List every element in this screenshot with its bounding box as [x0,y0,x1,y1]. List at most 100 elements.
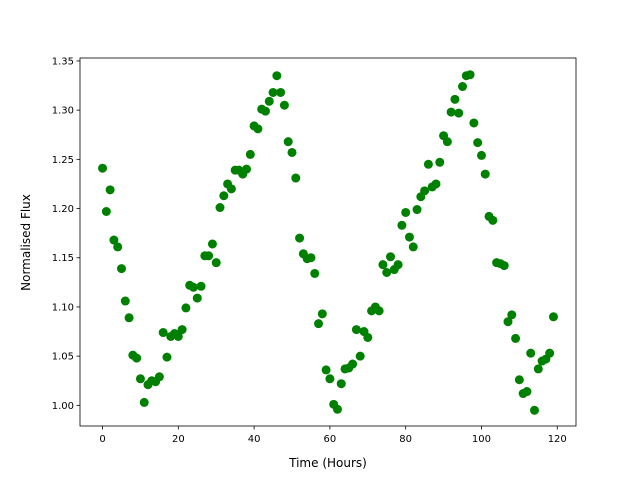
point [276,87,286,97]
point [397,220,407,230]
point [325,374,335,384]
point [351,325,361,335]
point [283,137,293,147]
y-tick-label: 1.25 [52,155,74,166]
point [499,261,509,271]
point [245,149,255,159]
point [253,124,263,134]
x-tick-label: 100 [472,434,491,445]
point [511,333,521,343]
point [120,296,130,306]
y-tick-label: 1.15 [52,253,74,264]
x-tick-label: 20 [172,434,185,445]
point [310,268,320,278]
point [386,252,396,262]
x-tick-label: 120 [548,434,567,445]
point [287,147,297,157]
point [507,310,517,320]
point [135,374,145,384]
point [503,317,513,327]
point [404,232,414,242]
point [378,260,388,270]
x-tick-label: 40 [248,434,261,445]
y-tick-label: 1.00 [52,401,74,412]
point [446,107,456,117]
point [473,138,483,148]
point [196,281,206,291]
point [363,332,373,342]
point [393,260,403,270]
point [192,293,202,303]
point [332,404,342,414]
x-tick-label: 0 [99,434,105,445]
point [355,351,365,361]
point [242,164,252,174]
point [442,137,452,147]
point [480,169,490,179]
point [211,258,221,268]
point [188,282,198,292]
point [105,185,115,195]
point [522,387,532,397]
point [423,159,433,169]
point [154,372,164,382]
point [272,71,282,81]
point [382,268,392,278]
point [226,184,236,194]
point [113,242,123,252]
point [465,70,475,80]
point [545,348,555,358]
point [158,328,168,338]
point [306,253,316,263]
y-tick-label: 1.10 [52,302,74,313]
point [295,233,305,243]
x-axis-label: Time (Hours) [288,456,367,470]
point [98,163,108,173]
point [435,157,445,167]
point [177,325,187,335]
point [408,242,418,252]
point [204,251,214,261]
y-tick-label: 1.05 [52,352,74,363]
y-tick-label: 1.35 [52,56,74,67]
x-tick-label: 60 [324,434,337,445]
y-tick-label: 1.20 [52,204,74,215]
point [336,379,346,389]
point [132,353,142,363]
plot-frame [79,57,577,427]
point [533,364,543,374]
point [116,264,126,274]
point [488,215,498,225]
point [268,87,278,97]
point [526,348,536,358]
point [139,397,149,407]
point [454,108,464,118]
point [124,313,134,323]
point [458,82,468,92]
point [291,173,301,183]
point [101,206,111,216]
point [181,303,191,313]
point [476,150,486,160]
point [314,319,324,329]
point [450,94,460,104]
point [219,191,229,201]
point [317,309,327,319]
y-axis-label: Normalised Flux [19,194,33,291]
point [173,331,183,341]
point [264,96,274,106]
x-tick-label: 80 [399,434,412,445]
point [431,179,441,189]
point [321,365,331,375]
point [279,100,289,110]
point [420,186,430,196]
y-tick-label: 1.30 [52,106,74,117]
point [548,312,558,322]
point [530,405,540,415]
point [162,352,172,362]
point [401,207,411,217]
point [260,106,270,116]
point [207,239,217,249]
